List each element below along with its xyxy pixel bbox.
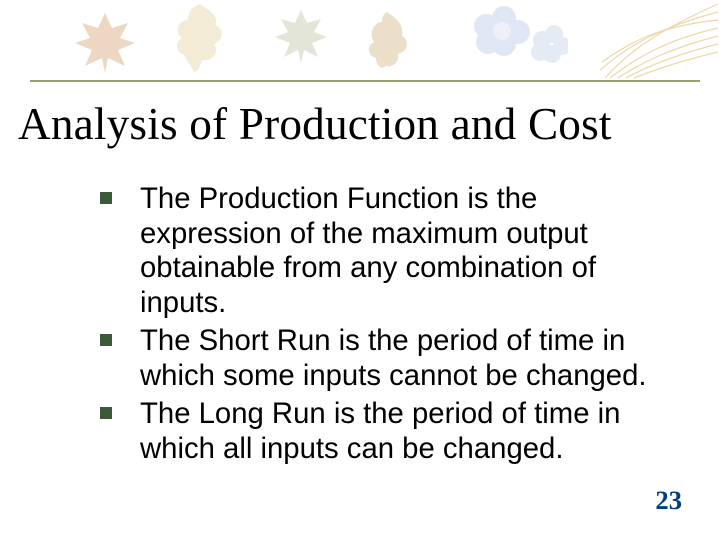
bullet-list: The Production Function is the expressio…: [100, 182, 680, 467]
oak-leaf-icon: [170, 2, 230, 74]
bullet-text: The Long Run is the period of time in wh…: [140, 397, 680, 466]
divider-rule: [30, 80, 700, 82]
slide-title: Analysis of Production and Cost: [18, 98, 612, 150]
maple-leaf-icon: [70, 8, 140, 78]
bullet-text: The Short Run is the period of time in w…: [140, 324, 680, 393]
list-item: The Long Run is the period of time in wh…: [100, 397, 680, 466]
list-item: The Short Run is the period of time in w…: [100, 324, 680, 393]
slide: Analysis of Production and Cost The Prod…: [0, 0, 720, 540]
flower-icon: [458, 0, 568, 80]
wheat-icon: [600, 0, 720, 80]
square-bullet-icon: [100, 192, 112, 204]
slide-body: The Production Function is the expressio…: [100, 182, 680, 471]
maple-leaf-icon: [270, 6, 332, 68]
bullet-text: The Production Function is the expressio…: [140, 182, 680, 320]
square-bullet-icon: [100, 334, 112, 346]
list-item: The Production Function is the expressio…: [100, 182, 680, 320]
leaf-icon: [360, 10, 415, 70]
square-bullet-icon: [100, 407, 112, 419]
page-number: 23: [655, 485, 682, 516]
decorative-banner: [60, 0, 720, 80]
